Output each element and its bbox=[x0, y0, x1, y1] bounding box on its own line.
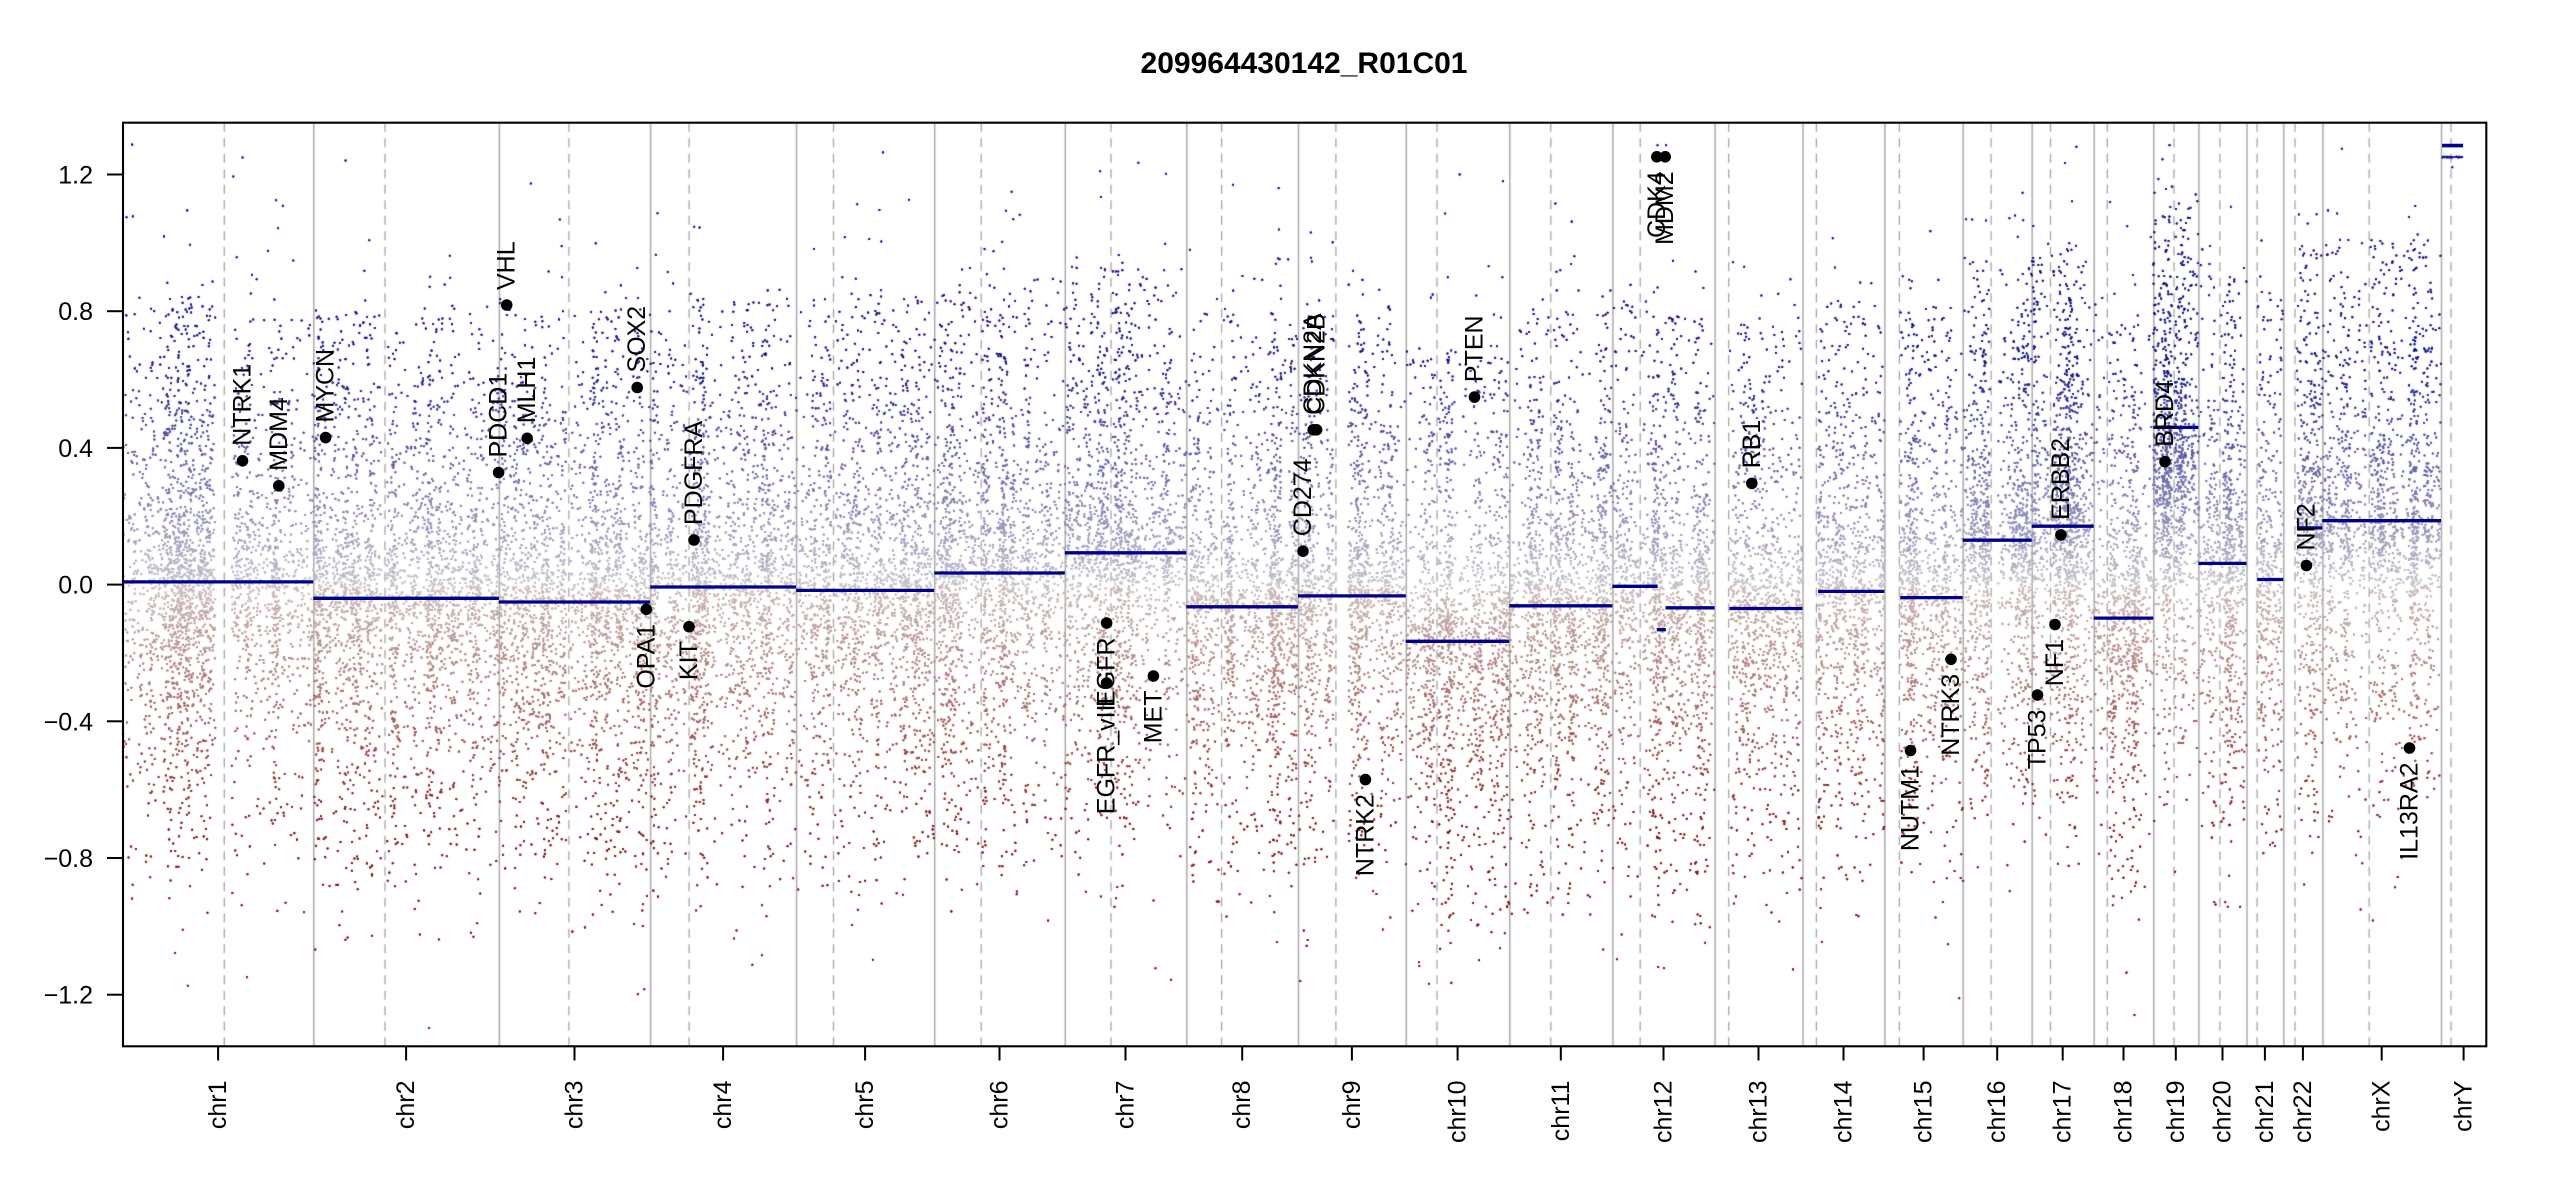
svg-text:chr7: chr7 bbox=[1112, 1081, 1140, 1130]
svg-text:BRD4: BRD4 bbox=[2151, 380, 2179, 447]
svg-text:MLH1: MLH1 bbox=[513, 357, 541, 424]
svg-text:chr6: chr6 bbox=[986, 1081, 1014, 1130]
svg-text:chr4: chr4 bbox=[709, 1080, 737, 1129]
svg-text:chr1: chr1 bbox=[204, 1081, 232, 1130]
svg-text:chr5: chr5 bbox=[851, 1081, 879, 1130]
svg-text:IL13RA2: IL13RA2 bbox=[2396, 763, 2424, 860]
svg-text:PDGFRA: PDGFRA bbox=[680, 421, 708, 526]
svg-text:chr19: chr19 bbox=[2162, 1081, 2190, 1144]
svg-text:SOX2: SOX2 bbox=[623, 306, 651, 373]
svg-text:chr12: chr12 bbox=[1650, 1081, 1678, 1144]
svg-text:MET: MET bbox=[1139, 691, 1167, 744]
svg-text:NF2: NF2 bbox=[2292, 503, 2320, 550]
svg-text:chr22: chr22 bbox=[2289, 1081, 2317, 1144]
svg-text:NTRK1: NTRK1 bbox=[229, 364, 257, 446]
svg-text:MDM2: MDM2 bbox=[1651, 171, 1679, 245]
svg-text:chr10: chr10 bbox=[1444, 1081, 1472, 1144]
svg-text:chr2: chr2 bbox=[392, 1081, 420, 1130]
svg-text:chr14: chr14 bbox=[1830, 1080, 1858, 1143]
svg-text:0.8: 0.8 bbox=[58, 298, 93, 326]
svg-text:CDKN2A: CDKN2A bbox=[1299, 313, 1327, 415]
svg-text:chr11: chr11 bbox=[1547, 1081, 1575, 1142]
svg-text:chr8: chr8 bbox=[1228, 1081, 1256, 1130]
svg-text:chr15: chr15 bbox=[1910, 1081, 1938, 1144]
svg-text:chr13: chr13 bbox=[1745, 1081, 1773, 1144]
svg-text:CDKN2B: CDKN2B bbox=[1303, 313, 1331, 414]
svg-text:OPA1: OPA1 bbox=[632, 624, 660, 689]
svg-text:TP53: TP53 bbox=[2024, 710, 2052, 770]
svg-text:PTEN: PTEN bbox=[1461, 315, 1489, 382]
svg-text:EGFR_vIII: EGFR_vIII bbox=[1093, 698, 1121, 815]
svg-text:1.2: 1.2 bbox=[58, 162, 93, 190]
svg-text:VHL: VHL bbox=[493, 241, 521, 290]
svg-text:NTRK2: NTRK2 bbox=[1351, 794, 1379, 876]
svg-text:chr21: chr21 bbox=[2251, 1081, 2279, 1144]
svg-text:CD274: CD274 bbox=[1289, 458, 1317, 536]
svg-text:chr20: chr20 bbox=[2209, 1081, 2237, 1144]
svg-text:chr16: chr16 bbox=[1983, 1081, 2011, 1144]
svg-text:NUTM1: NUTM1 bbox=[1897, 765, 1925, 851]
svg-text:CDK4: CDK4 bbox=[1643, 171, 1671, 238]
svg-text:MDM4: MDM4 bbox=[265, 397, 293, 471]
svg-text:MYCN: MYCN bbox=[312, 349, 340, 423]
svg-text:0.0: 0.0 bbox=[58, 572, 93, 600]
svg-text:EGFR: EGFR bbox=[1093, 638, 1121, 707]
svg-text:chrY: chrY bbox=[2450, 1080, 2478, 1132]
svg-text:ERBB2: ERBB2 bbox=[2047, 438, 2075, 520]
svg-text:chr18: chr18 bbox=[2110, 1081, 2138, 1144]
svg-text:chr3: chr3 bbox=[561, 1081, 589, 1130]
svg-text:RB1: RB1 bbox=[1738, 420, 1766, 469]
svg-text:−0.4: −0.4 bbox=[44, 708, 93, 736]
svg-text:chrX: chrX bbox=[2368, 1080, 2396, 1132]
svg-text:chr9: chr9 bbox=[1338, 1081, 1366, 1130]
svg-text:0.4: 0.4 bbox=[58, 435, 93, 463]
svg-text:−0.8: −0.8 bbox=[44, 845, 93, 873]
svg-text:chr17: chr17 bbox=[2049, 1081, 2077, 1144]
svg-text:NTRK3: NTRK3 bbox=[1937, 674, 1965, 756]
svg-text:PDCD1: PDCD1 bbox=[485, 373, 513, 458]
svg-text:NF1: NF1 bbox=[2041, 639, 2069, 686]
svg-text:KIT: KIT bbox=[675, 641, 703, 680]
svg-text:209964430142_R01C01: 209964430142_R01C01 bbox=[1141, 47, 1468, 80]
svg-text:−1.2: −1.2 bbox=[44, 982, 93, 1010]
